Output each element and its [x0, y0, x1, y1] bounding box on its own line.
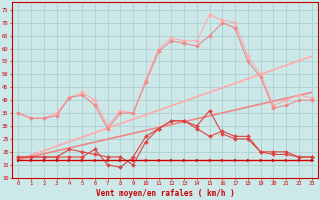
X-axis label: Vent moyen/en rafales ( km/h ): Vent moyen/en rafales ( km/h ) — [96, 189, 234, 198]
